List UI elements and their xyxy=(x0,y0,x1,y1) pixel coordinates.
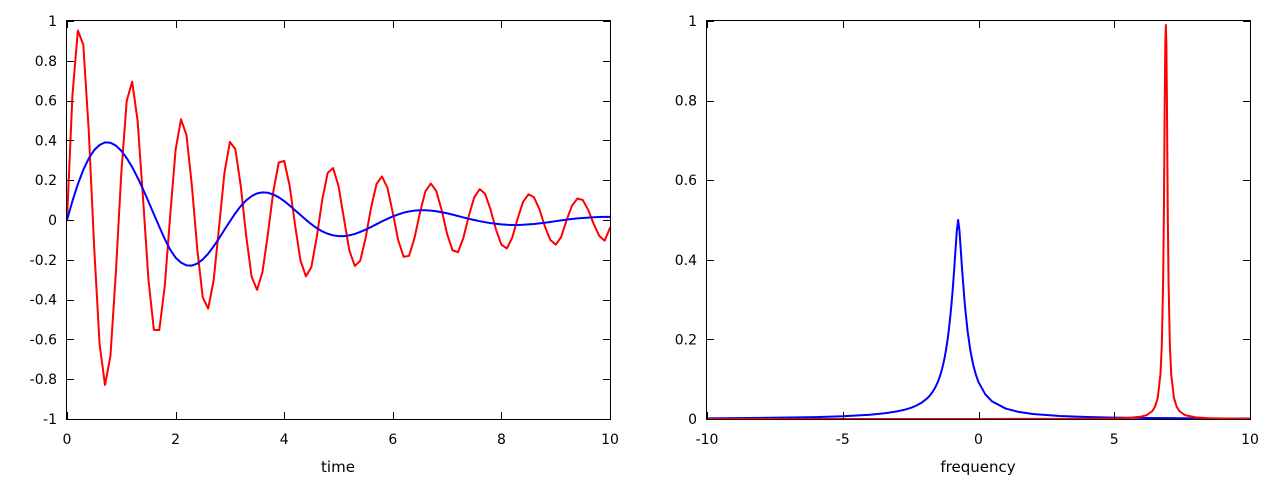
frequency-plot-ticks: -10 -5 0 5 10 0 0.2 0.4 0.6 0.8 1 xyxy=(675,14,1259,448)
frequency-plot: -10 -5 0 5 10 0 0.2 0.4 0.6 0.8 1 frequency xyxy=(675,14,1259,476)
time-plot-x-tick-label: 2 xyxy=(171,432,180,448)
frequency-plot-x-axis-label: frequency xyxy=(940,458,1015,476)
time-plot-x-tick-label: 8 xyxy=(497,432,506,448)
time-plot-frame xyxy=(66,20,611,420)
time-plot-y-tick-label: 0.6 xyxy=(35,94,57,110)
time-plot-y-tick-label: 0.8 xyxy=(35,54,57,70)
frequency-plot-y-tick-label: 0.2 xyxy=(675,332,697,348)
frequency-plot-x-tick-label: 10 xyxy=(1241,432,1259,448)
time-plot-x-tick-label: 10 xyxy=(601,432,619,448)
frequency-plot-x-tick-label: -10 xyxy=(696,432,719,448)
frequency-plot-y-tick-label: 0.6 xyxy=(675,173,697,189)
time-plot-y-tick-label: 0 xyxy=(48,213,57,229)
time-plot-y-tick-label: -0.6 xyxy=(30,332,57,348)
frequency-plot-series-1-line xyxy=(706,23,1251,420)
frequency-plot-x-tick-label: 0 xyxy=(974,432,983,448)
time-plot: 0 2 4 6 8 10-1-0.8-0.6-0.4-0.200.20.40.60.81 … xyxy=(30,14,619,476)
frequency-plot-series xyxy=(706,23,1251,420)
time-plot-series xyxy=(66,29,611,386)
time-plot-series-1-line xyxy=(66,141,611,267)
time-plot-y-tick-label: -1 xyxy=(43,412,57,428)
time-plot-ticks: 0 2 4 6 8 10 -1 -0.8 -0.6 -0.4 -0.2 0 0.2 0.4 0.6 0.8 1 xyxy=(30,14,619,448)
time-plot-x-tick-label: 4 xyxy=(280,432,289,448)
frequency-plot-frame xyxy=(706,20,1251,420)
time-plot-y-tick-label: -0.4 xyxy=(30,293,57,309)
time-plot-y-tick-label: 1 xyxy=(48,14,57,30)
frequency-plot-y-tick-label: 1 xyxy=(688,14,697,30)
frequency-plot-y-tick-label: 0 xyxy=(688,412,697,428)
frequency-plot-y-tick-label: 0.8 xyxy=(675,94,697,110)
time-plot-y-tick-label: -0.2 xyxy=(30,253,57,269)
time-plot-y-tick-label: 0.4 xyxy=(35,133,57,149)
frequency-plot-y-tick-label: 0.4 xyxy=(675,253,697,269)
time-plot-series-0-line xyxy=(66,29,611,386)
time-plot-y-tick-label: -0.8 xyxy=(30,372,57,388)
time-plot-y-tick-label: 0.2 xyxy=(35,173,57,189)
time-plot-x-tick-label: 6 xyxy=(388,432,397,448)
frequency-plot-x-tick-label: -5 xyxy=(836,432,850,448)
frequency-plot-x-tick-label: 5 xyxy=(1110,432,1119,448)
time-plot-x-tick-label: 0 xyxy=(63,432,72,448)
time-plot-x-axis-label: time xyxy=(321,458,355,476)
frequency-plot-series-0-line xyxy=(706,219,1251,420)
